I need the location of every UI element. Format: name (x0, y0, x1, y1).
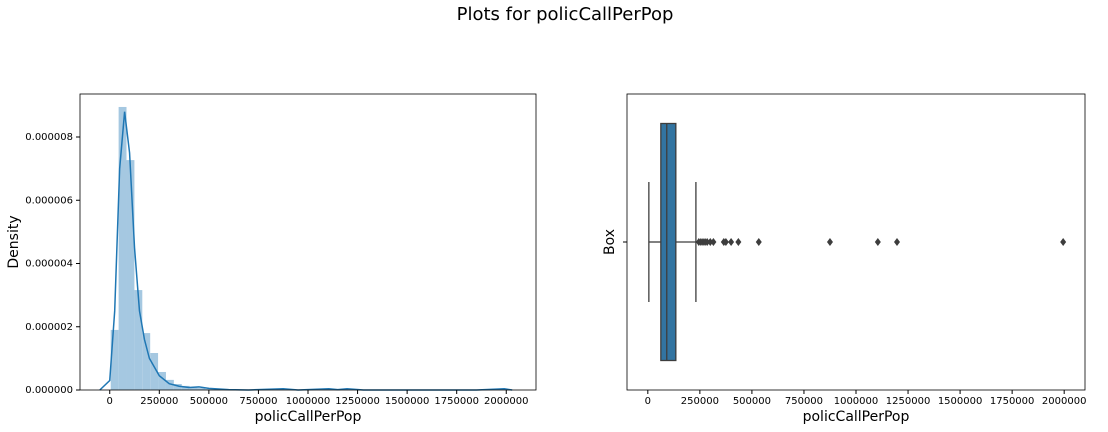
x-tick-label: 1250000 (335, 396, 380, 407)
outlier (728, 238, 735, 246)
outlier (894, 238, 901, 246)
hist-bar (118, 106, 127, 390)
x-tick-label: 2000000 (484, 396, 529, 407)
outlier (710, 238, 717, 246)
hist-bar (181, 385, 190, 390)
x-tick-label: 0 (645, 396, 651, 407)
hist-bar (205, 389, 214, 390)
x-tick-label: 1500000 (938, 396, 983, 407)
y-axis-label: Box (602, 229, 618, 255)
y-tick-label: 0.000006 (25, 195, 73, 206)
hist-bar (173, 383, 182, 390)
y-axis-label: Density (6, 215, 22, 268)
y-tick-label: 0.000000 (25, 385, 73, 396)
x-tick-label: 1000000 (286, 396, 331, 407)
outlier (735, 238, 742, 246)
hist-bar (197, 388, 206, 390)
x-tick-label: 750000 (785, 396, 823, 407)
hist-bar (158, 371, 166, 390)
x-tick-label: 1500000 (385, 396, 430, 407)
outlier (704, 238, 711, 246)
x-tick-label: 2000000 (1042, 396, 1087, 407)
hist-bar (142, 333, 151, 390)
x-tick-label: 500000 (190, 396, 228, 407)
box (660, 122, 677, 362)
x-tick-label: 1750000 (990, 396, 1035, 407)
outlier (874, 238, 881, 246)
x-tick-label: 250000 (140, 396, 178, 407)
hist-bar (165, 379, 174, 390)
outlier (722, 238, 729, 246)
y-tick-label: 0.000008 (25, 132, 73, 143)
x-tick-label: 0 (107, 396, 113, 407)
hist-bar (126, 160, 135, 390)
hist-bar (110, 329, 119, 390)
outlier (1060, 238, 1067, 246)
kde-line (99, 111, 513, 391)
y-tick-label: 0.000002 (25, 322, 73, 333)
outlier (755, 238, 762, 246)
x-tick-label: 1000000 (834, 396, 879, 407)
plot-area (80, 94, 536, 390)
x-tick-label: 500000 (733, 396, 771, 407)
hist-bar (134, 290, 143, 390)
x-tick-label: 250000 (681, 396, 719, 407)
hist-bar (189, 387, 198, 390)
x-tick-label: 1250000 (886, 396, 931, 407)
y-tick-label: 0.000004 (25, 259, 73, 270)
outlier (707, 238, 714, 246)
outlier (826, 238, 833, 246)
hist-bar (150, 353, 159, 390)
x-tick-label: 750000 (239, 396, 277, 407)
x-axis-label: policCallPerPop (803, 409, 910, 425)
figure-title: Plots for policCallPerPop (457, 4, 674, 25)
x-tick-label: 1750000 (434, 396, 479, 407)
x-axis-label: policCallPerPop (255, 409, 362, 425)
